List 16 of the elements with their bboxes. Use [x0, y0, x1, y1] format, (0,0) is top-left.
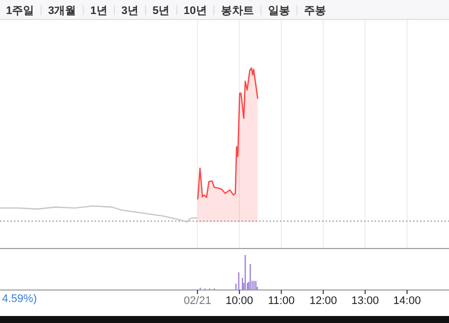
x-tick-label: 14:00: [393, 295, 421, 307]
text: 3년: [121, 5, 138, 17]
x-tick-label: 02/21: [184, 295, 212, 307]
text: 1주일: [6, 5, 34, 17]
text: 봉차트: [220, 5, 254, 17]
text: 10년: [184, 5, 207, 17]
x-tick-label: 13:00: [351, 295, 379, 307]
text: 주봉: [304, 5, 326, 17]
x-tick-label: 11:00: [268, 295, 295, 307]
text: 5년: [152, 5, 170, 17]
x-tick-label: 12:00: [309, 295, 337, 307]
text: 4.59%): [2, 293, 37, 305]
text: 3개월: [48, 5, 76, 17]
text: 일봉: [268, 5, 290, 17]
text: 1년: [90, 5, 108, 17]
x-tick-label: 10:00: [226, 295, 254, 307]
